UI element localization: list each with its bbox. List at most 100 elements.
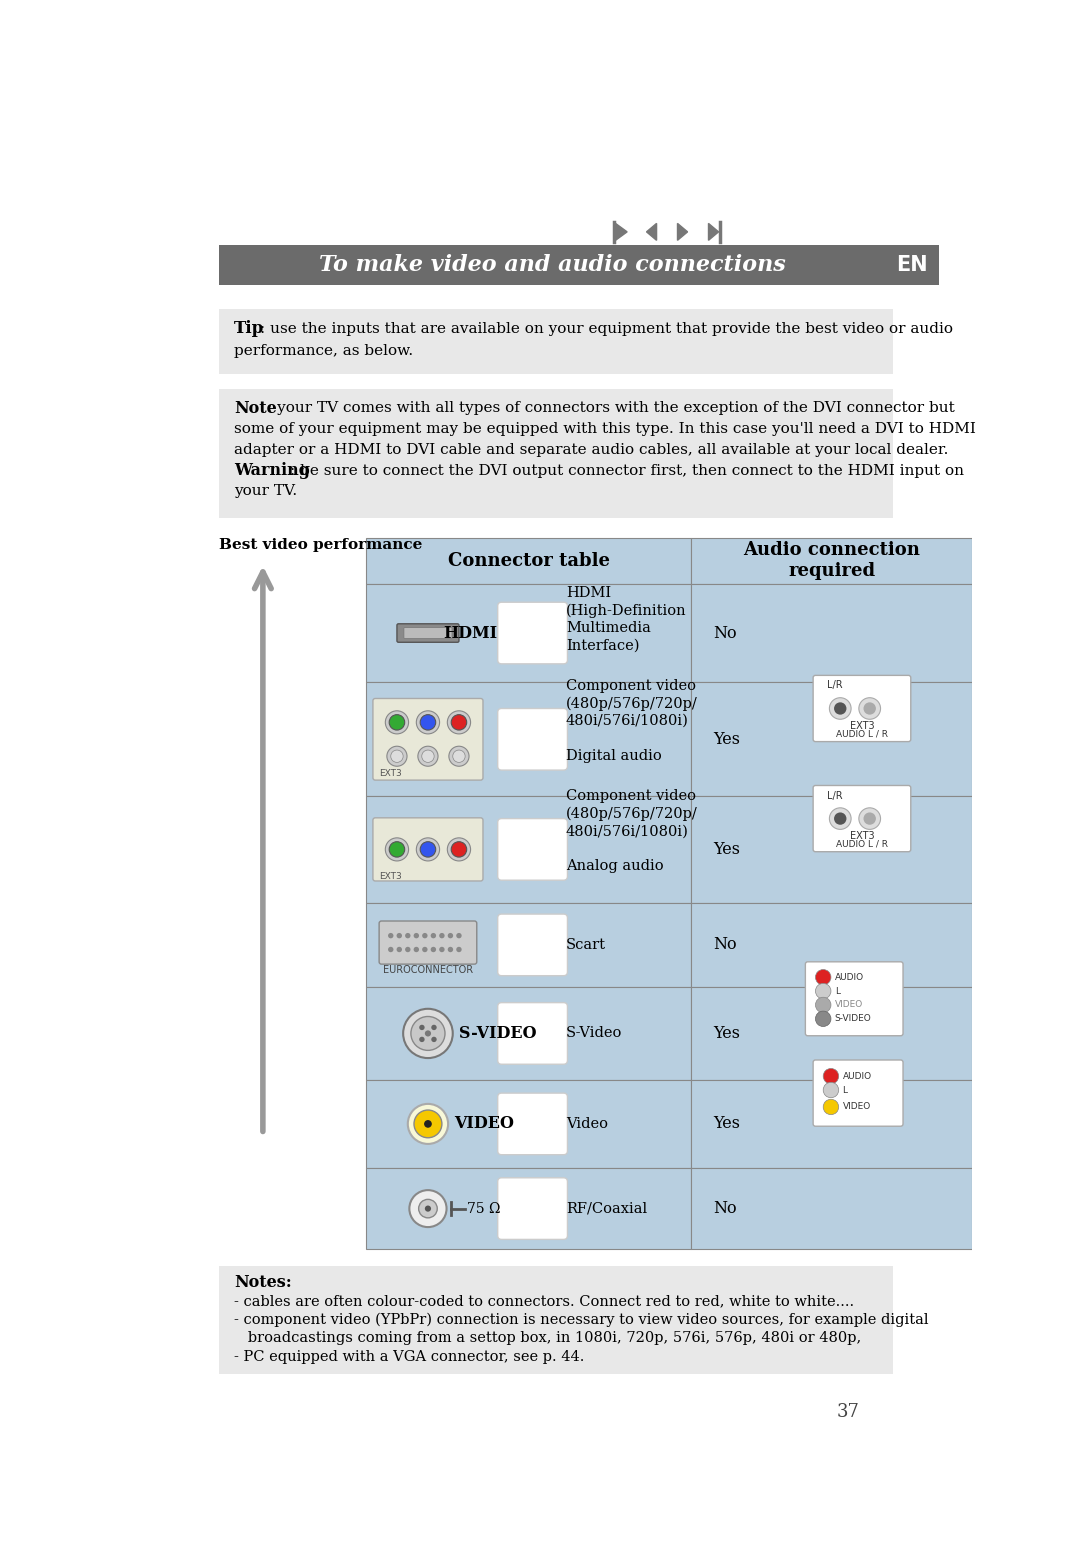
Circle shape <box>414 1111 442 1137</box>
Circle shape <box>403 1009 453 1058</box>
Circle shape <box>386 838 408 861</box>
FancyBboxPatch shape <box>218 309 893 374</box>
Text: EXT3: EXT3 <box>850 830 875 841</box>
Text: No: No <box>713 936 737 953</box>
Circle shape <box>422 933 428 938</box>
FancyBboxPatch shape <box>498 1178 567 1239</box>
FancyBboxPatch shape <box>373 817 483 881</box>
FancyBboxPatch shape <box>366 1080 691 1168</box>
Text: Scart: Scart <box>566 938 606 952</box>
Text: Audio connection
required: Audio connection required <box>743 541 920 580</box>
Polygon shape <box>708 223 718 240</box>
Circle shape <box>386 711 408 733</box>
Circle shape <box>391 750 403 763</box>
FancyBboxPatch shape <box>691 903 972 987</box>
Circle shape <box>449 746 469 766</box>
Circle shape <box>424 1030 431 1036</box>
Text: performance, as below.: performance, as below. <box>234 345 414 359</box>
Circle shape <box>396 933 402 938</box>
Circle shape <box>405 933 410 938</box>
Text: EUROCONNECTOR: EUROCONNECTOR <box>383 964 473 975</box>
Circle shape <box>424 1206 431 1212</box>
Text: Tip: Tip <box>234 320 265 337</box>
Text: your TV.: your TV. <box>234 484 297 498</box>
Circle shape <box>422 750 434 763</box>
FancyBboxPatch shape <box>691 987 972 1080</box>
Text: L/R: L/R <box>827 791 842 800</box>
Text: : your TV comes with all types of connectors with the exception of the DVI conne: : your TV comes with all types of connec… <box>267 401 955 415</box>
Text: Warning: Warning <box>234 462 310 479</box>
Circle shape <box>829 697 851 719</box>
Text: AUDIO: AUDIO <box>835 973 864 981</box>
Text: 75 Ω: 75 Ω <box>467 1201 500 1215</box>
Text: S-Video: S-Video <box>566 1026 622 1041</box>
Circle shape <box>859 808 880 830</box>
Text: VIDEO: VIDEO <box>455 1115 514 1133</box>
Circle shape <box>456 947 461 952</box>
FancyBboxPatch shape <box>218 388 893 518</box>
Text: S-VIDEO: S-VIDEO <box>459 1025 537 1042</box>
Text: VIDEO: VIDEO <box>842 1103 870 1111</box>
FancyBboxPatch shape <box>366 796 691 903</box>
FancyBboxPatch shape <box>691 1080 972 1168</box>
Circle shape <box>416 838 440 861</box>
Circle shape <box>431 947 436 952</box>
Circle shape <box>414 933 419 938</box>
Circle shape <box>823 1069 839 1084</box>
Text: EXT3: EXT3 <box>379 872 402 881</box>
FancyBboxPatch shape <box>498 819 567 880</box>
Text: AUDIO: AUDIO <box>842 1072 872 1081</box>
Circle shape <box>447 838 471 861</box>
FancyBboxPatch shape <box>813 786 910 852</box>
FancyBboxPatch shape <box>691 796 972 903</box>
Circle shape <box>448 933 454 938</box>
Text: broadcastings coming from a settop box, in 1080i, 720p, 576i, 576p, 480i or 480p: broadcastings coming from a settop box, … <box>234 1331 862 1345</box>
Circle shape <box>815 1011 831 1026</box>
Text: : be sure to connect the DVI output connector first, then connect to the HDMI in: : be sure to connect the DVI output conn… <box>291 463 964 477</box>
Circle shape <box>410 1017 445 1050</box>
FancyBboxPatch shape <box>498 602 567 665</box>
FancyBboxPatch shape <box>813 675 910 741</box>
Text: Notes:: Notes: <box>234 1275 292 1292</box>
Circle shape <box>823 1083 839 1098</box>
Text: Component video
(480p/576p/720p/
480i/576i/1080i)

Analog audio: Component video (480p/576p/720p/ 480i/57… <box>566 789 698 872</box>
FancyBboxPatch shape <box>813 1059 903 1126</box>
Circle shape <box>864 702 876 714</box>
Text: RF/Coaxial: RF/Coaxial <box>566 1201 647 1215</box>
Text: AUDIO L / R: AUDIO L / R <box>836 729 888 738</box>
FancyBboxPatch shape <box>886 245 940 285</box>
Text: Yes: Yes <box>713 730 740 747</box>
FancyBboxPatch shape <box>806 963 903 1036</box>
FancyBboxPatch shape <box>691 1168 972 1250</box>
Circle shape <box>408 1104 448 1143</box>
FancyBboxPatch shape <box>366 538 691 583</box>
Text: Component video
(480p/576p/720p/
480i/576i/1080i)

Digital audio: Component video (480p/576p/720p/ 480i/57… <box>566 679 698 763</box>
Text: - cables are often colour-coded to connectors. Connect red to red, white to whit: - cables are often colour-coded to conne… <box>234 1295 854 1309</box>
FancyBboxPatch shape <box>404 627 451 638</box>
Circle shape <box>388 947 393 952</box>
Text: Best video performance: Best video performance <box>218 538 422 552</box>
Circle shape <box>859 697 880 719</box>
Text: L/R: L/R <box>827 680 842 691</box>
Circle shape <box>447 711 471 733</box>
Circle shape <box>451 842 467 856</box>
Circle shape <box>416 711 440 733</box>
Circle shape <box>864 813 876 825</box>
FancyBboxPatch shape <box>373 699 483 780</box>
Circle shape <box>387 746 407 766</box>
FancyBboxPatch shape <box>366 583 691 682</box>
Circle shape <box>453 750 465 763</box>
Text: L: L <box>842 1086 848 1095</box>
Circle shape <box>456 933 461 938</box>
FancyBboxPatch shape <box>498 1003 567 1064</box>
Text: Yes: Yes <box>713 1025 740 1042</box>
Text: EN: EN <box>896 254 928 275</box>
FancyBboxPatch shape <box>218 245 886 285</box>
Circle shape <box>414 947 419 952</box>
Circle shape <box>823 1100 839 1115</box>
Circle shape <box>431 933 436 938</box>
FancyBboxPatch shape <box>218 1267 893 1374</box>
Circle shape <box>440 947 445 952</box>
Text: EXT3: EXT3 <box>379 769 402 778</box>
Polygon shape <box>677 223 688 240</box>
